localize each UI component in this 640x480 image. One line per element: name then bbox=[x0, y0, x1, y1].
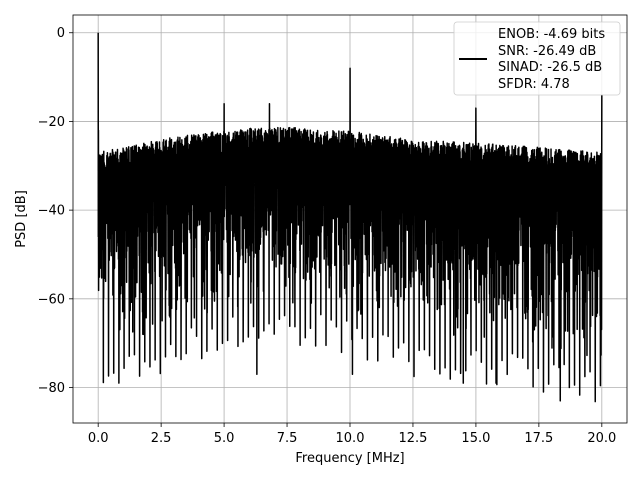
y-tick-label: −60 bbox=[38, 292, 65, 307]
x-axis-ticks: 0.0 2.5 5.0 7.5 10.0 12.5 15.0 17.5 20.0 bbox=[88, 423, 616, 446]
y-tick-label: −40 bbox=[38, 204, 65, 219]
x-tick-label: 17.5 bbox=[524, 431, 553, 446]
x-tick-label: 0.0 bbox=[88, 431, 109, 446]
legend-box bbox=[453, 21, 621, 96]
legend-enob: ENOB: -4.69 bits bbox=[498, 27, 605, 42]
x-axis-label: Frequency [MHz] bbox=[295, 451, 404, 466]
y-axis-ticks: 0 −20 −40 −60 −80 bbox=[38, 26, 73, 396]
psd-series-line bbox=[97, 32, 603, 403]
legend: ENOB: -4.69 bits SNR: -26.49 dB SINAD: -… bbox=[453, 21, 621, 96]
legend-sfdr: SFDR: 4.78 bbox=[498, 77, 570, 92]
y-tick-label: −80 bbox=[38, 381, 65, 396]
x-tick-label: 2.5 bbox=[151, 431, 172, 446]
x-tick-label: 7.5 bbox=[277, 431, 298, 446]
x-tick-label: 20.0 bbox=[587, 431, 616, 446]
legend-sinad: SINAD: -26.5 dB bbox=[498, 60, 602, 75]
legend-snr: SNR: -26.49 dB bbox=[498, 44, 596, 59]
y-axis-label: PSD [dB] bbox=[14, 190, 29, 248]
x-tick-label: 5.0 bbox=[214, 431, 235, 446]
x-tick-label: 10.0 bbox=[336, 431, 365, 446]
y-tick-label: −20 bbox=[38, 115, 65, 130]
x-tick-label: 15.0 bbox=[461, 431, 490, 446]
x-tick-label: 12.5 bbox=[398, 431, 427, 446]
y-tick-label: 0 bbox=[57, 26, 65, 41]
psd-trace bbox=[97, 32, 603, 403]
